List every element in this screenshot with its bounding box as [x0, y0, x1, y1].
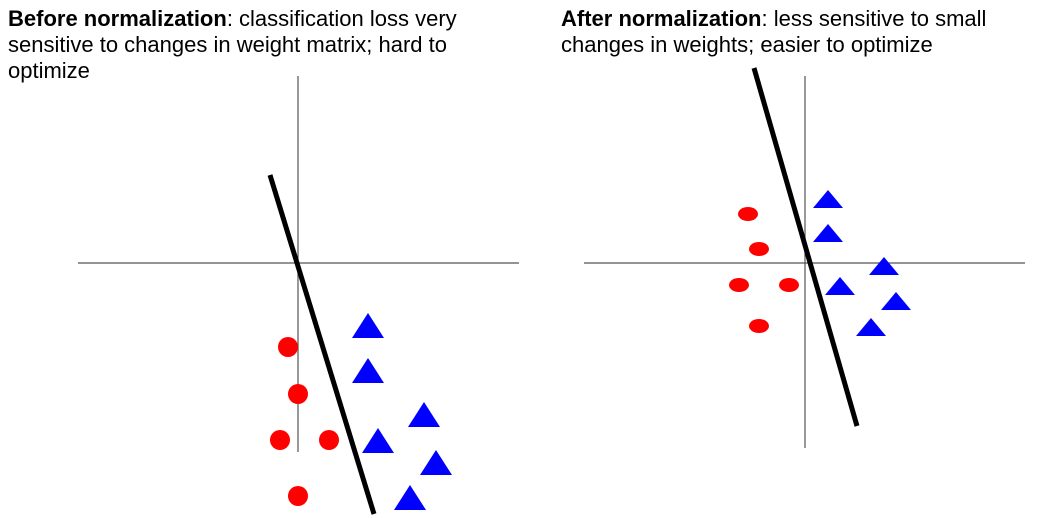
class-a-point	[729, 278, 749, 292]
class-a-point	[749, 319, 769, 333]
panel-before	[78, 76, 519, 515]
caption-before-text: : classification loss very sensitive to …	[8, 6, 457, 83]
decision-boundary	[751, 67, 860, 427]
caption-after-normalization: After normalization: less sensitive to s…	[561, 6, 1051, 58]
class-b-point	[352, 313, 384, 338]
class-b-point	[869, 257, 899, 275]
class-b-point	[813, 190, 843, 208]
class-b-point	[813, 224, 843, 242]
class-a-point	[288, 384, 308, 404]
class-a-point	[319, 430, 339, 450]
caption-after-text: : less sensitive to small changes in wei…	[561, 6, 987, 57]
class-b-point	[856, 318, 886, 336]
class-a-point	[278, 337, 298, 357]
class-b-point	[362, 428, 394, 453]
class-a-point	[779, 278, 799, 292]
caption-before-bold: Before normalization	[8, 6, 227, 31]
class-a-point	[288, 486, 308, 506]
caption-before-normalization: Before normalization: classification los…	[8, 6, 488, 84]
panel-after	[584, 67, 1025, 448]
decision-boundary	[267, 174, 377, 515]
class-b-point	[825, 277, 855, 295]
class-a-point	[738, 207, 758, 221]
class-b-point	[394, 485, 426, 510]
class-a-point	[270, 430, 290, 450]
class-a-point	[749, 242, 769, 256]
class-b-point	[420, 450, 452, 475]
class-b-point	[881, 292, 911, 310]
class-b-point	[352, 358, 384, 383]
caption-after-bold: After normalization	[561, 6, 762, 31]
class-b-point	[408, 402, 440, 427]
